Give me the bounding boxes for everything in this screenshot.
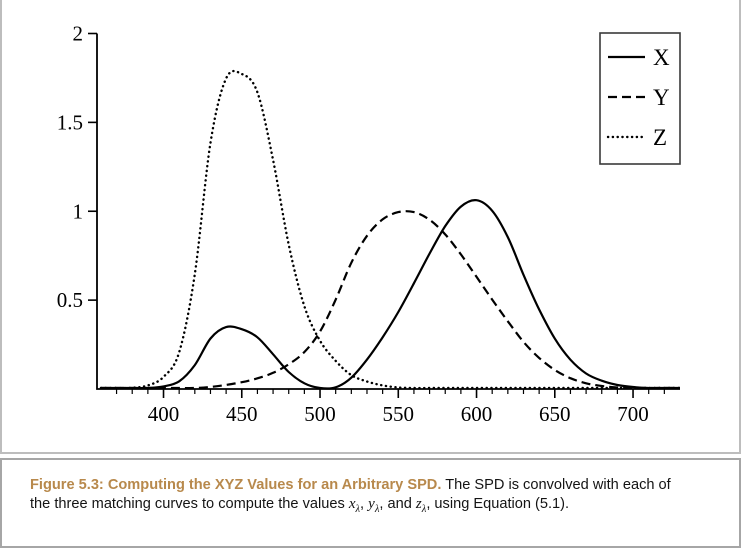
curve-y <box>100 210 680 390</box>
curve-x <box>100 198 680 390</box>
caption-segment: , and <box>379 495 416 512</box>
legend-label-z: Z <box>653 125 667 150</box>
caption-segment: λ <box>374 503 380 515</box>
y-tick-label: 0.5 <box>57 288 83 312</box>
x-tick-label: 550 <box>383 402 415 426</box>
caption-segment: z <box>415 495 422 512</box>
caption-segment: The SPD is convolved with each of <box>441 477 671 493</box>
x-tick-label: 600 <box>461 402 493 426</box>
y-tick-label: 1.5 <box>57 110 83 134</box>
x-tick-label: 400 <box>148 402 180 426</box>
caption-panel: Figure 5.3: Computing the XYZ Values for… <box>0 458 741 548</box>
caption-segment: y <box>368 495 375 512</box>
x-tick-label: 700 <box>617 402 649 426</box>
y-tick-label: 2 <box>73 22 84 46</box>
legend-box <box>599 32 681 165</box>
caption-segment: x <box>348 495 356 512</box>
caption-segment: , <box>360 495 369 512</box>
curve-z <box>99 69 682 390</box>
y-tick-label: 1 <box>73 199 84 223</box>
caption-segment: the three matching curves to compute the… <box>30 495 349 512</box>
xyz-color-matching-chart: 0.5 1 1.5 2 400 450 500 550 600 650 700 XYZ <box>57 22 682 426</box>
figure-caption: Figure 5.3: Computing the XYZ Values for… <box>2 460 739 515</box>
x-tick-label: 450 <box>226 402 258 426</box>
caption-segment: , using Equation (5.1). <box>426 495 570 512</box>
caption-heading: Figure 5.3: Computing the XYZ Values for… <box>30 477 442 493</box>
x-tick-label: 500 <box>304 402 336 426</box>
x-tick-label: 650 <box>539 402 571 426</box>
legend-label-x: X <box>653 45 670 70</box>
caption-segment: λ <box>355 503 361 515</box>
legend-label-y: Y <box>653 85 670 110</box>
axes <box>96 33 680 390</box>
caption-segment: λ <box>421 503 427 515</box>
